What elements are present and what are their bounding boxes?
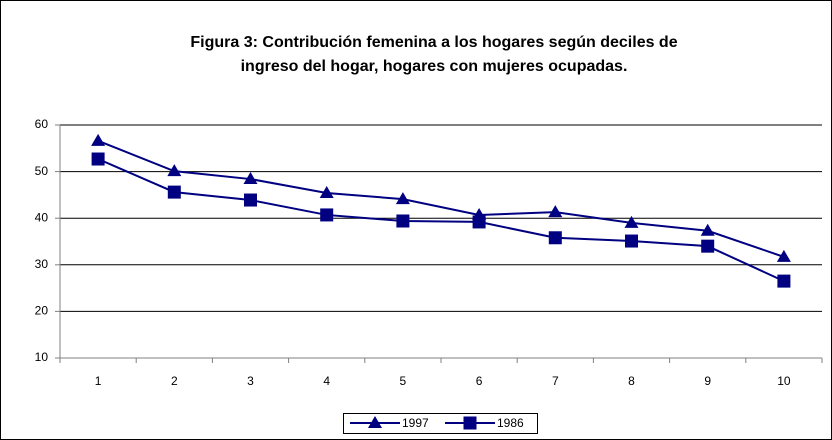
x-tick-label: 6 <box>476 374 483 388</box>
x-tick-label: 4 <box>323 374 330 388</box>
legend-marker <box>368 416 382 428</box>
marker <box>700 223 715 236</box>
chart-title: Figura 3: Contribución femenina a los ho… <box>190 34 677 51</box>
marker <box>167 164 182 177</box>
legend-marker <box>463 416 477 430</box>
marker <box>396 214 410 228</box>
x-tick-label: 3 <box>247 374 254 388</box>
chart-title: ingreso del hogar, hogares con mujeres o… <box>241 58 628 75</box>
marker <box>701 239 715 253</box>
x-tick-label: 9 <box>704 374 711 388</box>
marker <box>320 208 334 222</box>
legend-label: 1986 <box>497 416 524 430</box>
x-tick-label: 1 <box>95 374 102 388</box>
x-tick-label: 2 <box>171 374 178 388</box>
x-tick-label: 8 <box>628 374 635 388</box>
x-tick-label: 10 <box>777 374 791 388</box>
y-tick-label: 50 <box>35 164 49 178</box>
legend-label: 1997 <box>402 416 429 430</box>
y-tick-label: 40 <box>35 210 49 224</box>
marker <box>548 205 563 218</box>
marker <box>319 186 334 199</box>
marker <box>625 234 638 248</box>
marker <box>776 249 791 262</box>
legend-box <box>343 413 538 434</box>
marker <box>548 231 562 245</box>
series-line <box>97 158 785 283</box>
marker <box>244 193 257 207</box>
y-tick-label: 10 <box>35 350 49 364</box>
y-tick-label: 30 <box>35 257 49 271</box>
marker <box>395 192 410 205</box>
marker <box>91 133 106 146</box>
marker <box>472 215 486 229</box>
marker <box>777 274 791 288</box>
x-tick-label: 7 <box>552 374 559 388</box>
marker <box>167 185 181 199</box>
marker <box>243 172 258 185</box>
series-line <box>97 139 785 258</box>
marker <box>624 215 639 228</box>
y-tick-label: 60 <box>35 117 49 131</box>
x-tick-label: 5 <box>400 374 407 388</box>
y-tick-label: 20 <box>35 304 49 318</box>
marker <box>91 152 105 166</box>
